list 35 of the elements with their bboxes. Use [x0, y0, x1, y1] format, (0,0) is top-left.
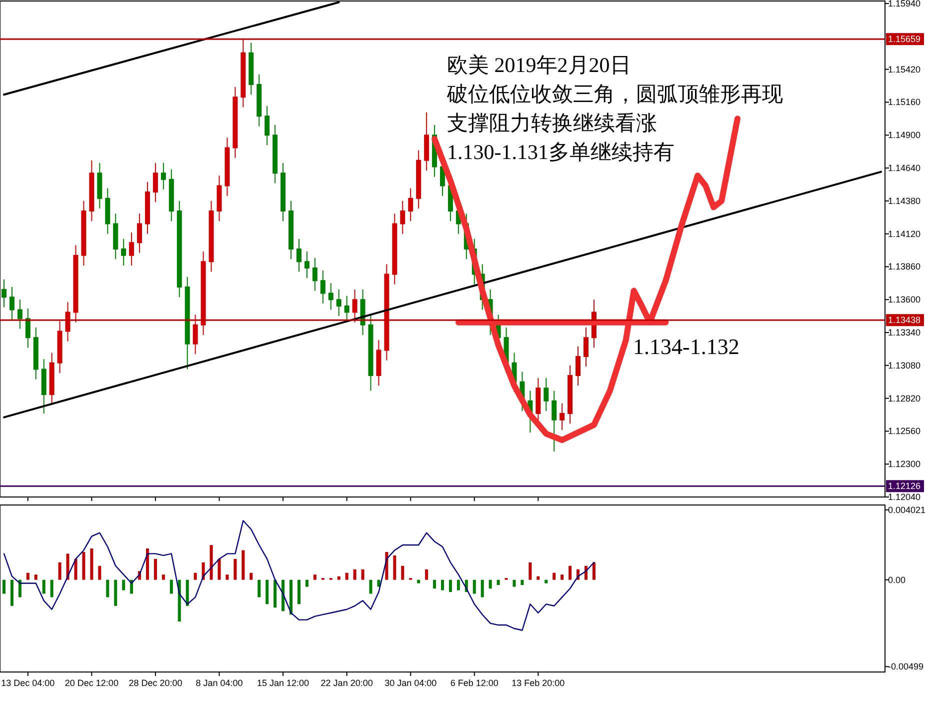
y-tick-label: 1.12040 [888, 492, 921, 502]
y-tick-label: 1.14900 [888, 130, 921, 140]
ref-line-label: 1.13438 [888, 315, 921, 326]
annotation: 1.134-1.132 [633, 334, 740, 360]
y-tick-label: 1.13860 [888, 262, 921, 272]
x-tick-label: 6 Feb 12:00 [450, 678, 498, 688]
x-tick-label: 20 Dec 12:00 [64, 678, 118, 688]
y-tick-label: 1.14640 [888, 163, 921, 174]
x-tick-label: 8 Jan 04:00 [196, 678, 243, 688]
y-tick-label: 1.12300 [888, 459, 921, 470]
ref-line-label: 1.12126 [888, 481, 921, 492]
y-tick-label: 0.004021 [888, 504, 925, 515]
y-tick-label: 1.13600 [888, 294, 921, 305]
x-tick-label: 28 Dec 20:00 [128, 678, 182, 688]
y-tick-label: 1.14120 [888, 228, 921, 239]
y-tick-label: 1.15420 [888, 64, 921, 74]
x-tick-label: 13 Feb 20:00 [512, 678, 565, 688]
x-tick-label: 15 Jan 12:00 [257, 678, 310, 688]
y-tick-label: 1.13340 [888, 328, 921, 338]
y-tick-label: 1.15160 [888, 97, 921, 108]
x-tick-label: 22 Jan 20:00 [320, 678, 373, 688]
y-tick-label: 1.12820 [888, 393, 921, 404]
y-tick-label: 1.12560 [888, 426, 921, 436]
ref-line-label: 1.15659 [888, 34, 921, 44]
annotation: 支撑阻力转换继续看涨 [447, 111, 657, 135]
y-tick-label: 1.15940 [888, 0, 921, 9]
x-tick-label: 13 Dec 04:00 [1, 678, 55, 688]
annotation: 破位低位收敛三角，圆弧顶雏形再现 [446, 82, 783, 106]
x-tick-label: 30 Jan 04:00 [384, 678, 437, 688]
y-tick-label: 1.14380 [888, 196, 921, 206]
y-tick-label: 1.13080 [888, 360, 921, 370]
y-tick-label: 0.00 [888, 574, 906, 585]
annotation: 1.130-1.131多单继续持有 [447, 140, 674, 164]
y-tick-label: -0.00499 [888, 662, 924, 672]
annotation: 欧美 2019年2月20日 [447, 53, 631, 77]
